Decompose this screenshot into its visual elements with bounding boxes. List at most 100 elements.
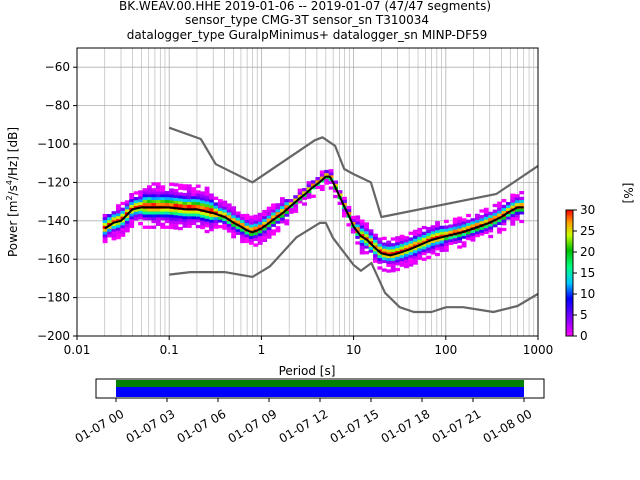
density-cell — [364, 225, 370, 229]
density-cell — [310, 194, 316, 198]
density-cell — [457, 245, 463, 249]
density-cell — [257, 238, 263, 242]
density-cell — [169, 217, 175, 221]
density-cell — [204, 215, 210, 219]
density-cell — [142, 188, 148, 192]
density-cell — [240, 228, 245, 232]
density-cell — [426, 249, 432, 254]
density-cell — [404, 244, 409, 249]
density-cell — [147, 199, 152, 203]
density-cell — [102, 216, 108, 221]
x-tick-label: 10 — [346, 343, 361, 357]
density-cell — [497, 221, 502, 226]
density-cell — [404, 239, 409, 243]
density-cell — [483, 213, 489, 217]
density-cell — [115, 230, 121, 234]
density-cell — [497, 204, 502, 208]
density-cell — [390, 257, 396, 261]
density-cell — [248, 224, 254, 228]
density-cell — [395, 247, 401, 252]
density-cell — [240, 213, 245, 218]
density-cell — [120, 213, 126, 217]
density-cell — [160, 191, 166, 195]
density-cell — [111, 237, 117, 241]
density-cell — [364, 251, 370, 255]
y-tick-label: −200 — [37, 329, 70, 343]
density-cell — [138, 216, 143, 220]
density-cell — [319, 173, 325, 177]
density-cell — [390, 263, 396, 267]
density-cell — [111, 231, 117, 235]
density-cell — [142, 193, 148, 198]
density-cell — [479, 232, 485, 236]
density-cell — [435, 229, 440, 234]
y-ticks: −60 −80 −100 −120 −140 −160 −180 −200 — [37, 60, 77, 343]
density-cell — [417, 236, 423, 240]
density-cell — [138, 210, 143, 214]
density-cell — [306, 184, 312, 188]
density-cell — [439, 248, 445, 253]
density-cell — [404, 253, 409, 257]
density-cell — [497, 213, 502, 217]
density-cell — [430, 245, 436, 249]
density-cell — [501, 216, 507, 220]
density-cell — [266, 218, 272, 222]
density-cell — [435, 244, 440, 248]
density-cell — [381, 251, 387, 255]
coverage-tick-label: 01-08 00 — [481, 407, 535, 446]
density-cell — [147, 225, 152, 229]
density-cell — [368, 237, 374, 242]
density-cell — [160, 208, 166, 212]
density-cell — [147, 196, 152, 201]
density-cell — [186, 224, 192, 228]
density-cell — [182, 215, 188, 220]
density-cell — [417, 239, 423, 243]
density-cell — [169, 191, 175, 195]
density-cell — [514, 208, 520, 212]
density-cell — [426, 238, 432, 242]
density-cell — [213, 225, 219, 229]
density-cell — [120, 222, 126, 226]
density-cell — [182, 218, 188, 223]
density-cell — [182, 195, 188, 200]
density-cell — [173, 183, 179, 187]
density-cell — [222, 209, 228, 213]
density-cell — [364, 245, 370, 249]
density-cell — [164, 202, 170, 206]
density-cell — [102, 239, 108, 244]
density-cell — [466, 234, 471, 238]
density-cell — [151, 211, 157, 215]
density-cell — [138, 207, 143, 211]
density-cell — [142, 202, 148, 206]
density-cell — [213, 208, 219, 212]
density-cell — [395, 259, 401, 263]
density-cell — [115, 224, 121, 228]
density-cell — [386, 269, 392, 273]
density-cell — [381, 268, 387, 272]
density-cell — [133, 197, 139, 201]
density-cell — [191, 218, 197, 223]
density-cell — [120, 227, 126, 232]
density-cell — [120, 201, 126, 206]
density-cell — [271, 203, 276, 207]
density-cell — [169, 194, 175, 198]
density-cell — [399, 240, 405, 244]
density-cell — [364, 222, 370, 226]
density-cell — [120, 207, 126, 211]
density-cell — [129, 201, 135, 205]
density-cell — [235, 217, 241, 221]
density-cell — [186, 216, 192, 220]
density-cell — [235, 231, 241, 235]
density-cell — [178, 192, 183, 196]
density-cell — [217, 219, 223, 223]
density-cell — [452, 234, 458, 239]
density-cell — [364, 233, 370, 238]
density-cell — [377, 249, 383, 253]
density-cell — [248, 235, 254, 239]
x-tick-label: 100 — [434, 343, 457, 357]
density-cell — [510, 205, 516, 209]
density-cell — [151, 188, 157, 192]
density-cell — [514, 202, 520, 207]
density-cell — [426, 235, 432, 239]
density-cell — [355, 218, 361, 222]
